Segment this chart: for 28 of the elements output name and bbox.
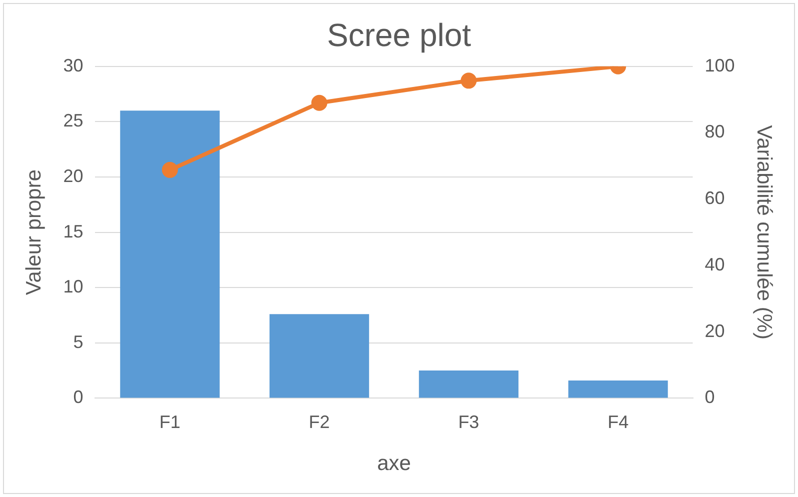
bar: [270, 314, 370, 398]
x-tick-label: F4: [608, 412, 629, 432]
y-tick-label: 25: [63, 110, 84, 131]
y-axis-title: Valeur propre: [22, 169, 46, 296]
bar: [568, 380, 668, 398]
x-tick-label: F1: [159, 412, 180, 432]
chart-title: Scree plot: [326, 17, 472, 54]
y2-tick-label: 60: [704, 188, 725, 208]
y2-tick-label: 0: [704, 387, 715, 408]
bar: [418, 370, 518, 398]
y2-tick-label: 100: [704, 55, 735, 76]
x-axis-title: axe: [377, 452, 411, 476]
bar: [120, 110, 220, 398]
y2-axis-title: Variabilité cumulée (%): [752, 125, 776, 340]
point: [311, 94, 328, 111]
y-tick-label: 15: [63, 221, 84, 242]
point: [460, 72, 477, 89]
y2-tick-label: 20: [704, 320, 725, 341]
y-tick-label: 30: [63, 55, 84, 76]
y-tick-label: 0: [73, 387, 84, 408]
y-tick-label: 5: [73, 332, 84, 352]
x-tick-label: F3: [458, 412, 480, 432]
y-tick-label: 10: [63, 276, 84, 297]
x-tick-label: F2: [308, 412, 330, 432]
y2-tick-label: 80: [704, 122, 725, 142]
y-tick-label: 20: [63, 166, 84, 186]
y2-tick-label: 40: [704, 254, 725, 274]
point: [162, 162, 178, 178]
